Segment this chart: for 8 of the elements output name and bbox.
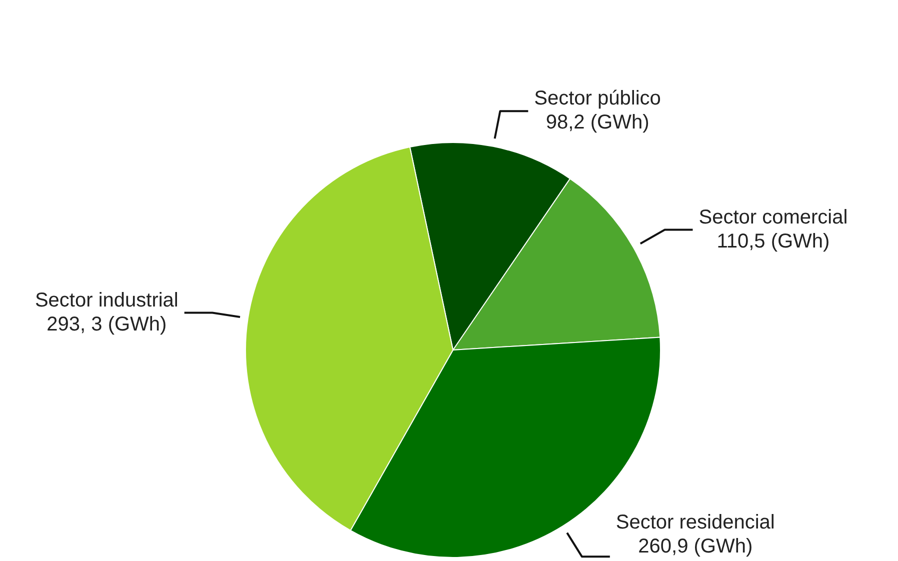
data-label: 98,2 (GWh) [546, 112, 650, 134]
data-label: 293, 3 (GWh) [46, 313, 167, 336]
slice-label: Sector público [534, 88, 661, 110]
slice-label: Sector industrial [34, 289, 178, 312]
slice-label: Sector comercial [698, 206, 848, 228]
slice-label: Sector residencial [616, 512, 775, 534]
data-label: 260,9 (GWh) [638, 536, 753, 558]
data-label: 110,5 (GWh) [716, 230, 830, 252]
